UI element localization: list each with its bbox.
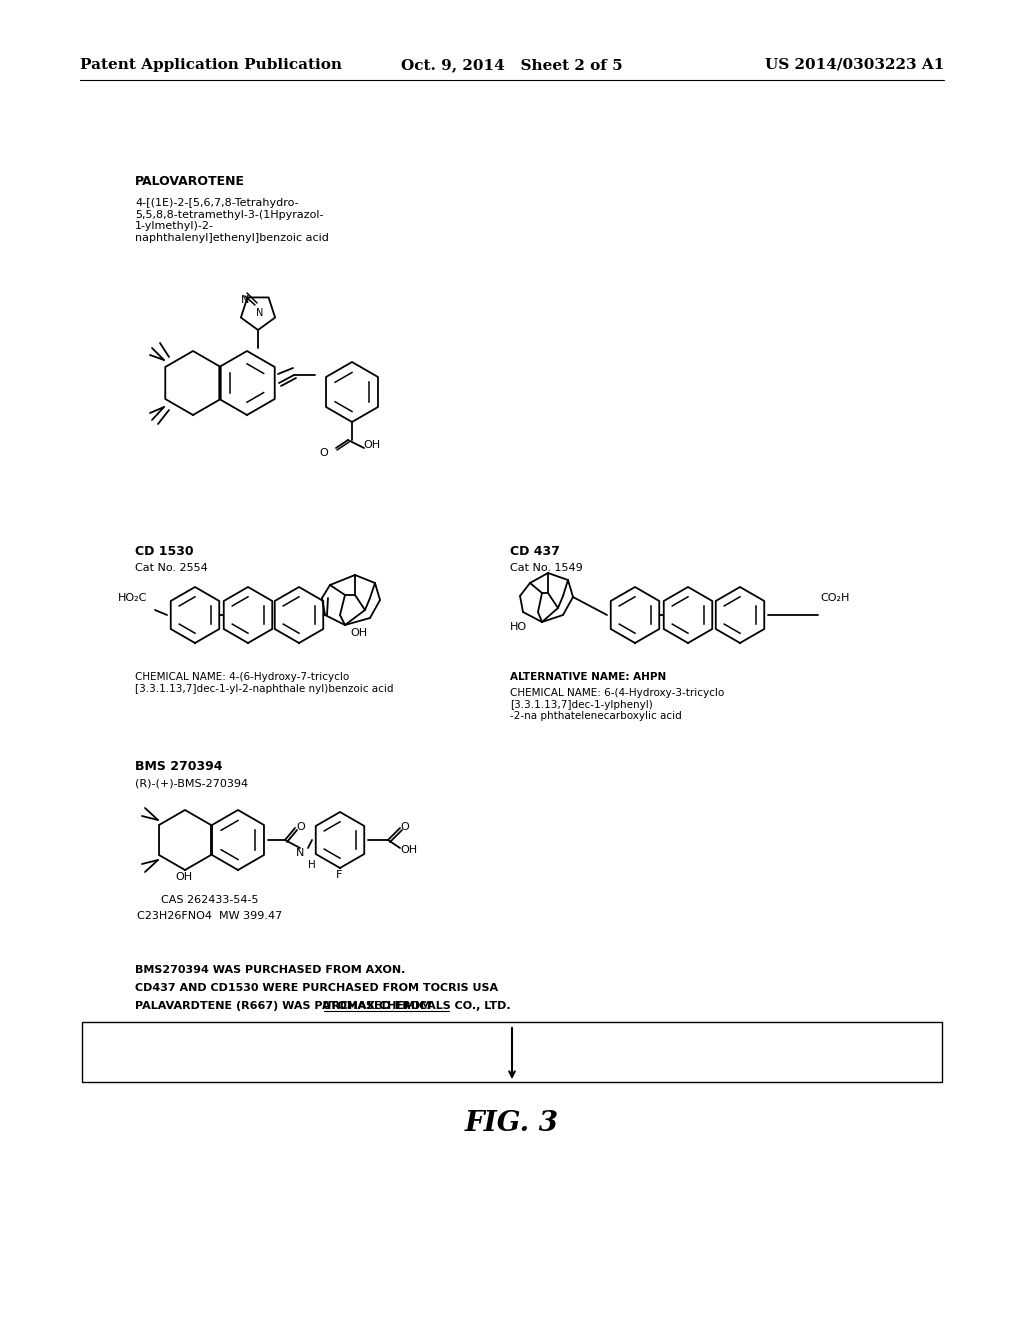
- Text: C23H26FNO4  MW 399.47: C23H26FNO4 MW 399.47: [137, 911, 283, 921]
- Text: F: F: [336, 870, 342, 880]
- Text: H: H: [308, 861, 315, 870]
- Text: O: O: [296, 822, 305, 832]
- Text: O: O: [400, 822, 409, 832]
- Text: CO₂H: CO₂H: [820, 593, 849, 603]
- Bar: [82, 1022, 942, 1082]
- Text: CHEMICAL NAME: 4-(6-Hydroxy-7-tricyclo
[3.3.1.13,7]dec-1-yl-2-naphthale nyl)benz: CHEMICAL NAME: 4-(6-Hydroxy-7-tricyclo […: [135, 672, 393, 693]
- Text: Oct. 9, 2014   Sheet 2 of 5: Oct. 9, 2014 Sheet 2 of 5: [401, 58, 623, 73]
- Text: Patent Application Publication: Patent Application Publication: [80, 58, 342, 73]
- Text: N: N: [296, 847, 304, 858]
- Text: CD 437: CD 437: [510, 545, 560, 558]
- Text: OH: OH: [362, 440, 380, 450]
- Text: CD437 AND CD1530 WERE PURCHASED FROM TOCRIS USA: CD437 AND CD1530 WERE PURCHASED FROM TOC…: [135, 983, 498, 993]
- Text: 4-[(1E)-2-[5,6,7,8-Tetrahydro-
5,5,8,8-tetramethyl-3-(1Hpyrazol-
1-ylmethyl)-2-
: 4-[(1E)-2-[5,6,7,8-Tetrahydro- 5,5,8,8-t…: [135, 198, 329, 243]
- Text: N: N: [241, 294, 249, 305]
- Text: HO₂C: HO₂C: [118, 593, 147, 603]
- Text: ALTERNATIVE NAME: AHPN: ALTERNATIVE NAME: AHPN: [510, 672, 667, 682]
- Text: OH: OH: [350, 628, 368, 638]
- Text: N: N: [256, 308, 264, 318]
- Text: US 2014/0303223 A1: US 2014/0303223 A1: [765, 58, 944, 73]
- Text: PALAVARDTENE (R667) WAS PURCHASED FROM: PALAVARDTENE (R667) WAS PURCHASED FROM: [135, 1001, 435, 1011]
- Text: CHEMICAL NAME: 6-(4-Hydroxy-3-tricyclo
[3.3.1.13,7]dec-1-ylphenyl)
-2-na phthate: CHEMICAL NAME: 6-(4-Hydroxy-3-tricyclo […: [510, 688, 724, 721]
- Text: O: O: [319, 447, 329, 458]
- Text: HO: HO: [510, 622, 527, 632]
- Text: BMS270394 WAS PURCHASED FROM AXON.: BMS270394 WAS PURCHASED FROM AXON.: [135, 965, 406, 975]
- Text: PALOVAROTENE: PALOVAROTENE: [135, 176, 245, 187]
- Text: Cat No. 1549: Cat No. 1549: [510, 564, 583, 573]
- Text: BMS 270394: BMS 270394: [135, 760, 222, 774]
- Text: FIG. 3: FIG. 3: [465, 1110, 559, 1137]
- Text: ATOMAX CHEMICALS CO., LTD.: ATOMAX CHEMICALS CO., LTD.: [323, 1001, 511, 1011]
- Text: OH: OH: [175, 873, 193, 882]
- Text: Cat No. 2554: Cat No. 2554: [135, 564, 208, 573]
- Text: CD 1530: CD 1530: [135, 545, 194, 558]
- Text: OH: OH: [400, 845, 417, 855]
- Text: (R)-(+)-BMS-270394: (R)-(+)-BMS-270394: [135, 777, 248, 788]
- Text: CAS 262433-54-5: CAS 262433-54-5: [161, 895, 259, 906]
